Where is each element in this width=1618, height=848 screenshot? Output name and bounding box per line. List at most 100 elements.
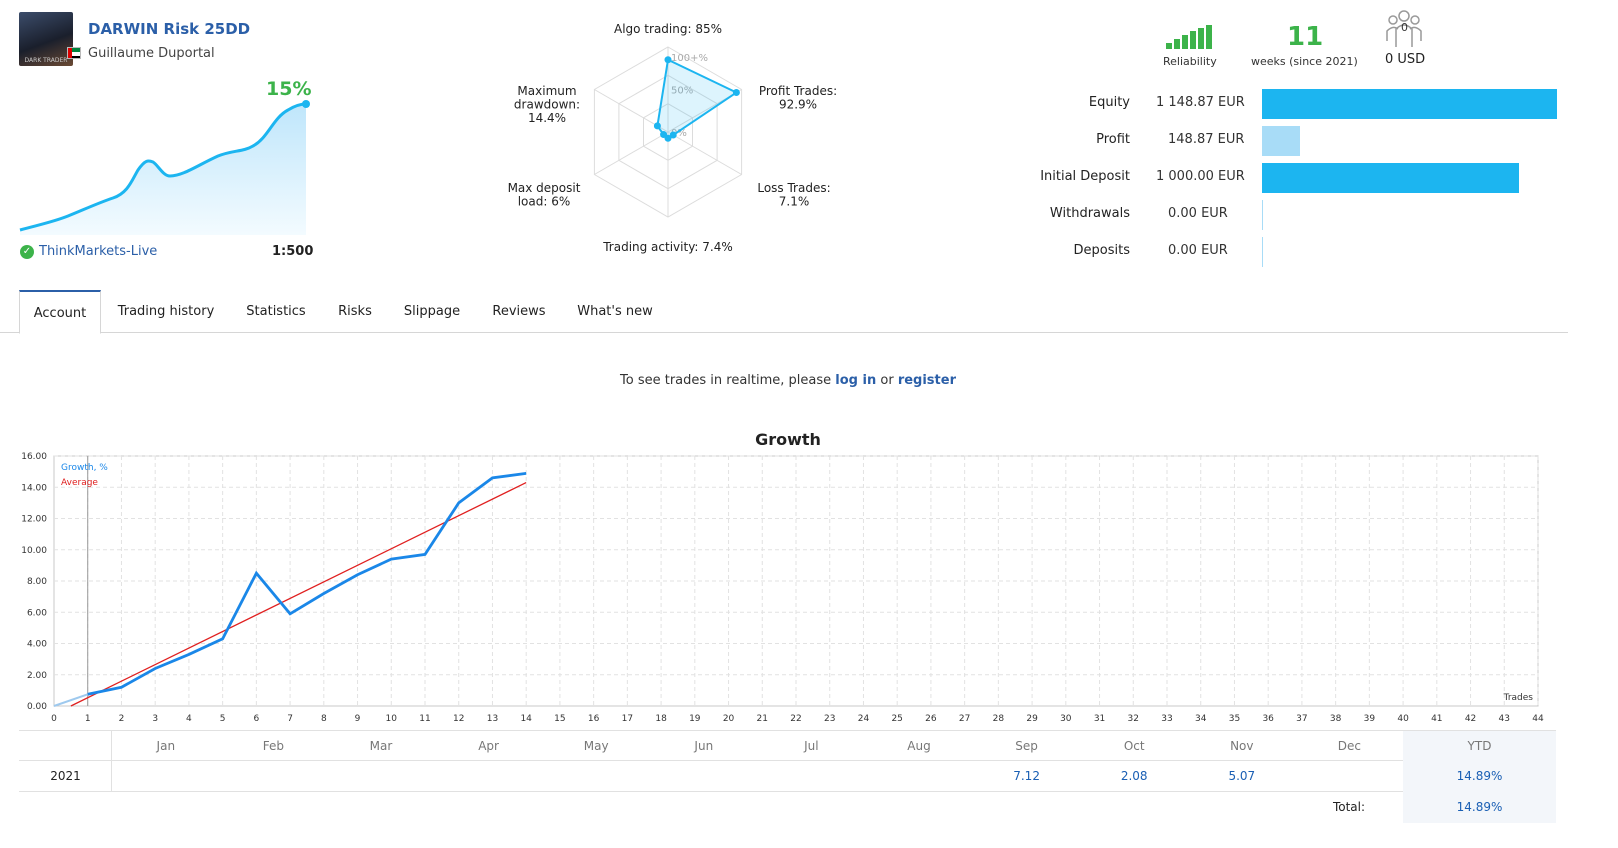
x-tick-label: 16 bbox=[588, 714, 600, 724]
radar-point-1 bbox=[732, 89, 740, 97]
x-tick-label: 0 bbox=[51, 714, 57, 724]
month-header: Sep bbox=[1015, 739, 1038, 753]
radar-axis-label: Algo trading: 85% bbox=[614, 22, 722, 36]
realtime-notice: To see trades in realtime, please log in… bbox=[0, 373, 1576, 388]
ytd-value-cell: 14.89% bbox=[1403, 761, 1556, 792]
radar-axis-label: load: 6% bbox=[518, 195, 571, 209]
radar-axis-label: drawdown: bbox=[514, 98, 580, 112]
leverage-value: 1:500 bbox=[272, 244, 314, 259]
x-tick-label: 29 bbox=[1026, 714, 1038, 724]
investors-icon bbox=[1386, 10, 1422, 47]
financial-label: Deposits bbox=[1073, 243, 1130, 258]
x-tick-label: 33 bbox=[1161, 714, 1172, 724]
y-tick-label: 10.00 bbox=[21, 546, 47, 556]
x-tick-label: 25 bbox=[891, 714, 902, 724]
mini-chart-line bbox=[19, 102, 307, 232]
y-tick-label: 12.00 bbox=[21, 515, 47, 525]
darwin-title[interactable]: DARWIN Risk 25DD bbox=[88, 20, 251, 38]
x-tick-label: 24 bbox=[858, 714, 870, 724]
financial-value: 1 148.87 EUR bbox=[1156, 95, 1245, 110]
financial-label: Equity bbox=[1088, 95, 1130, 110]
month-header: May bbox=[583, 739, 609, 753]
tab-whats-new[interactable]: What's new bbox=[577, 304, 653, 319]
x-tick-label: 41 bbox=[1431, 714, 1442, 724]
x-axis-label: Trades bbox=[1503, 693, 1534, 703]
radar-axis-label: Profit Trades: bbox=[759, 84, 837, 98]
x-tick-label: 1 bbox=[85, 714, 91, 724]
month-header: Apr bbox=[478, 739, 499, 753]
radar-axis-label: 92.9% bbox=[779, 98, 817, 112]
reliability-label: Reliability bbox=[1163, 55, 1217, 68]
x-tick-label: 21 bbox=[757, 714, 768, 724]
financial-row: Withdrawals 0.00 EUR bbox=[1000, 200, 1560, 230]
month-header: Aug bbox=[907, 739, 931, 753]
x-tick-label: 12 bbox=[453, 714, 464, 724]
ytd-header: YTD bbox=[1403, 731, 1556, 762]
realtime-prefix: To see trades in realtime, please bbox=[620, 373, 836, 388]
month-header: Mar bbox=[369, 739, 393, 753]
table-header-row: Jan Feb Mar Apr May Jun Jul Aug Sep Oct Nov Dec YTD bbox=[19, 730, 1556, 762]
tab-account[interactable]: Account bbox=[19, 290, 101, 334]
realtime-or: or bbox=[876, 373, 898, 388]
radar-point-5 bbox=[653, 122, 661, 130]
x-tick-label: 35 bbox=[1229, 714, 1240, 724]
tab-slippage[interactable]: Slippage bbox=[403, 304, 461, 319]
y-tick-label: 8.00 bbox=[27, 577, 47, 587]
x-tick-label: 34 bbox=[1195, 714, 1207, 724]
y-tick-label: 14.00 bbox=[21, 483, 47, 493]
month-value-cell bbox=[650, 761, 758, 792]
login-link[interactable]: log in bbox=[835, 373, 877, 388]
tab-risks[interactable]: Risks bbox=[338, 304, 372, 319]
x-tick-label: 39 bbox=[1364, 714, 1376, 724]
financial-bar bbox=[1262, 200, 1263, 230]
growth-chart: 1 2 3 4 5 6 7 8 9 10 11 12 13 14 15 16 17 18 19 20 21 22 23 24 2… bbox=[21, 452, 1544, 724]
financial-value: 0.00 EUR bbox=[1168, 206, 1228, 221]
x-tick-label: 2 bbox=[119, 714, 125, 724]
verified-check-icon: ✓ bbox=[20, 244, 34, 259]
radar-ring-label: 0% bbox=[671, 128, 687, 139]
author-name[interactable]: Guillaume Duportal bbox=[88, 46, 215, 61]
month-value-cell bbox=[1296, 761, 1404, 792]
x-tick-label: 15 bbox=[554, 714, 565, 724]
total-row: Total: 14.89% bbox=[19, 792, 1556, 823]
radar-spoke-2 bbox=[667, 131, 742, 175]
x-tick-label: 9 bbox=[355, 714, 361, 724]
month-value-cell bbox=[758, 761, 866, 792]
y-tick-label: 16.00 bbox=[21, 452, 47, 462]
x-tick-label: 8 bbox=[321, 714, 327, 724]
month-value-cell: 2.08 bbox=[1120, 769, 1148, 783]
x-tick-label: 42 bbox=[1465, 714, 1476, 724]
month-header: Feb bbox=[262, 739, 285, 753]
financial-value: 0.00 EUR bbox=[1168, 243, 1228, 258]
financial-bar bbox=[1262, 89, 1557, 119]
x-tick-label: 13 bbox=[487, 714, 498, 724]
tab-reviews[interactable]: Reviews bbox=[492, 304, 546, 319]
legend-growth: Growth, % bbox=[61, 463, 108, 473]
month-value-cell bbox=[112, 761, 220, 792]
broker-name: ThinkMarkets-Live bbox=[39, 244, 158, 259]
risk-radar-chart: 100+% 50% 0% Algo trading: 85% Profit Trades… bbox=[508, 22, 838, 254]
investors-count: 0 bbox=[1401, 21, 1408, 34]
tab-trading-history[interactable]: Trading history bbox=[117, 304, 215, 319]
register-link[interactable]: register bbox=[897, 373, 956, 388]
weeks-label: weeks (since 2021) bbox=[1251, 55, 1358, 68]
radar-axis-label: Loss Trades: bbox=[757, 181, 830, 195]
x-tick-label: 26 bbox=[925, 714, 937, 724]
year-cell: 2021 bbox=[50, 769, 81, 783]
financial-row: Profit 148.87 EUR bbox=[1000, 126, 1560, 156]
financial-label: Profit bbox=[1096, 132, 1130, 147]
month-header: Oct bbox=[1123, 739, 1145, 753]
x-tick-label: 19 bbox=[689, 714, 701, 724]
tab-statistics[interactable]: Statistics bbox=[246, 304, 306, 319]
radar-area bbox=[656, 58, 739, 140]
financial-label: Initial Deposit bbox=[1040, 169, 1130, 184]
month-header: Nov bbox=[1230, 739, 1254, 753]
financial-bar bbox=[1262, 163, 1519, 193]
monthly-returns-table: Jan Feb Mar Apr May Jun Jul Aug Sep Oct Nov Dec YTD 2… bbox=[19, 730, 1556, 823]
financial-bar bbox=[1262, 126, 1300, 156]
x-tick-label: 22 bbox=[790, 714, 801, 724]
x-tick-label: 23 bbox=[824, 714, 835, 724]
broker-link[interactable]: ✓ ThinkMarkets-Live bbox=[20, 244, 157, 259]
radar-axis-label: 7.1% bbox=[779, 195, 810, 209]
avatar-caption: DARK TRADER bbox=[24, 57, 68, 64]
